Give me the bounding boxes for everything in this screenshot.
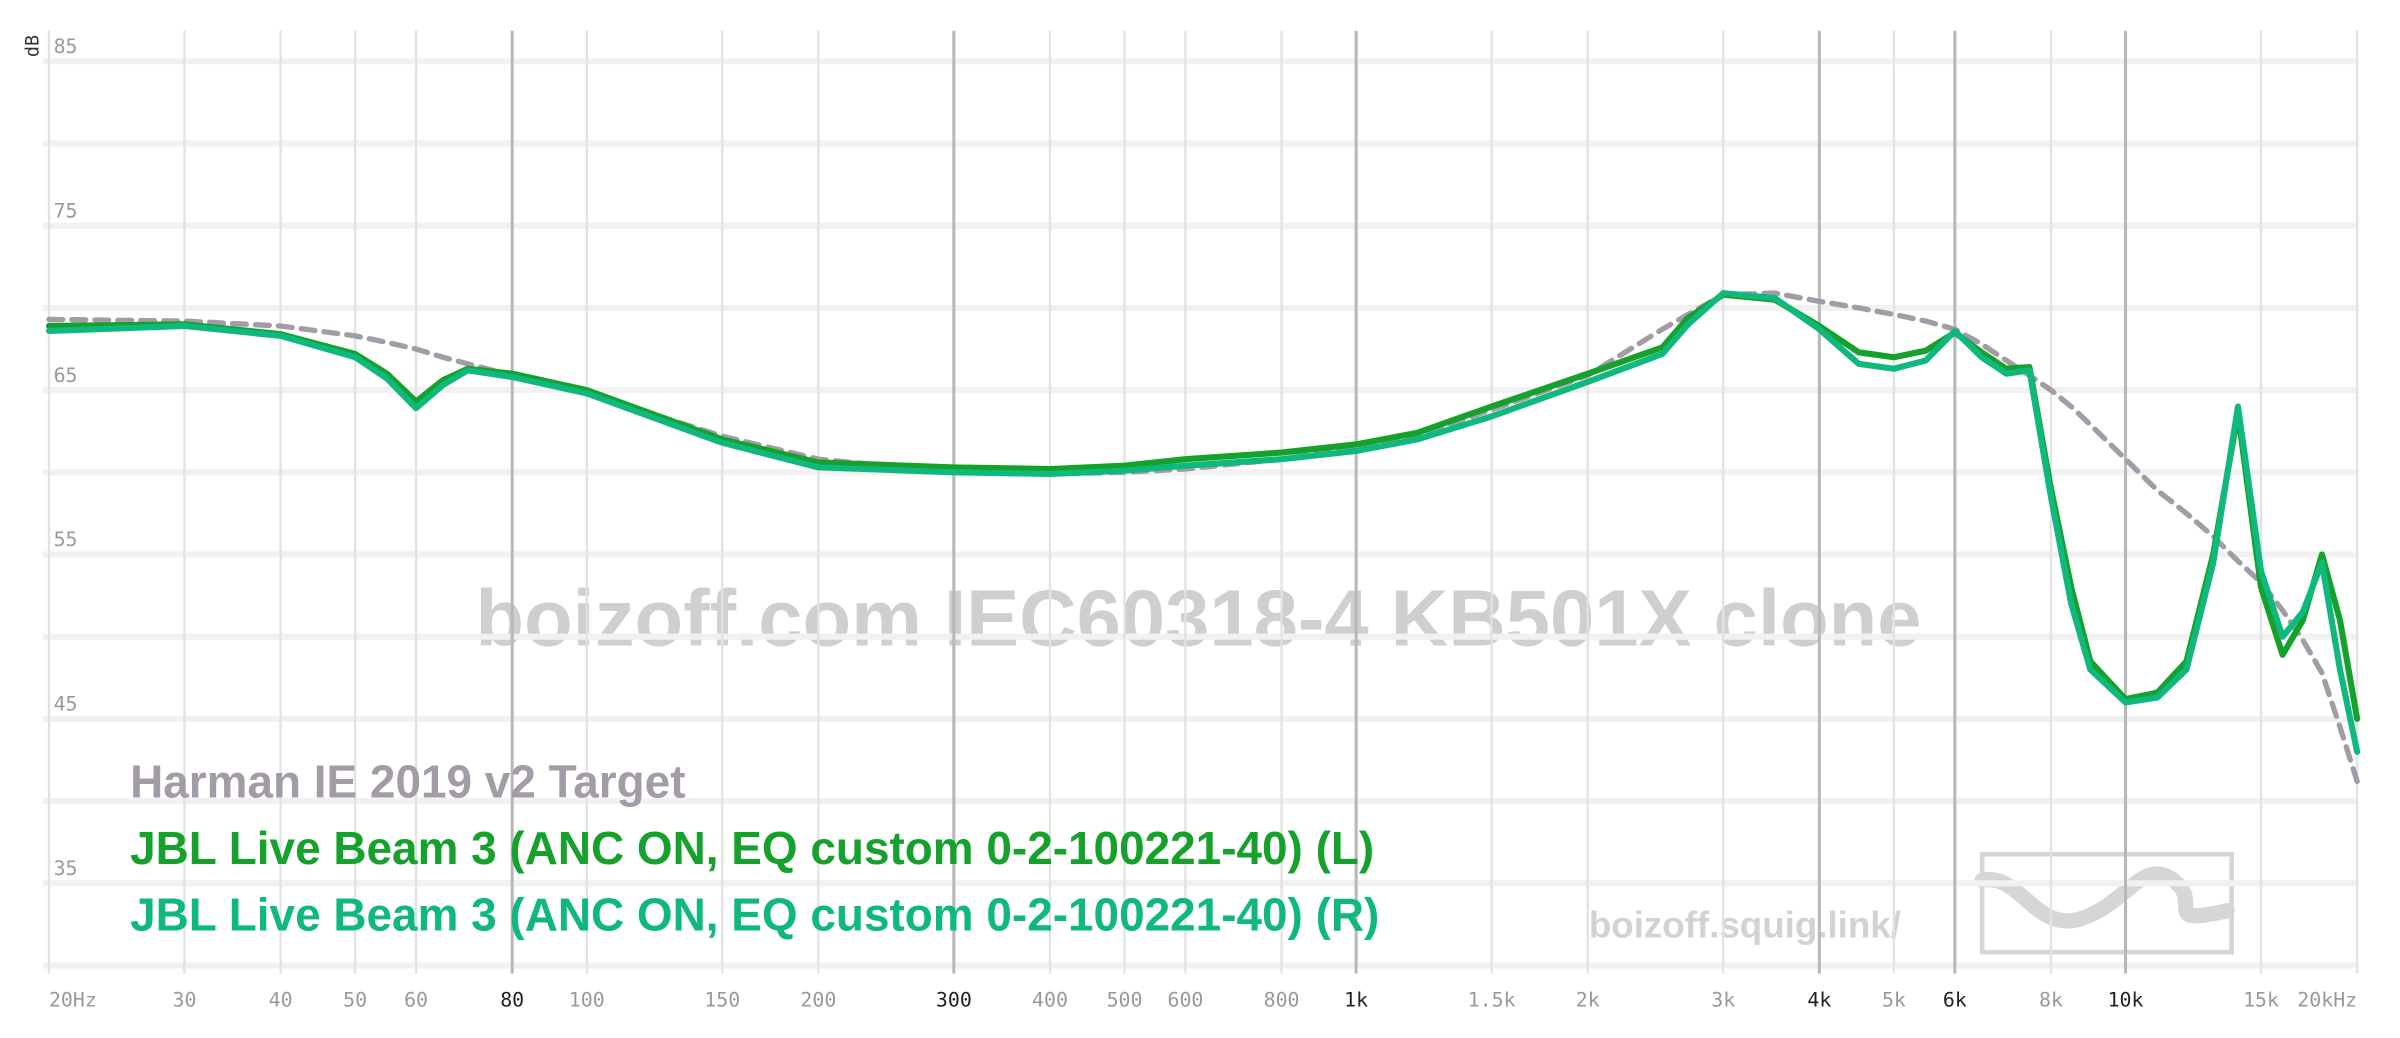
x-tick-label: 2k [1576,989,1600,1012]
x-tick-label: 6k [1943,989,1967,1012]
x-tick-label: 20kHz [2297,989,2357,1012]
x-tick-label: 500 [1107,989,1143,1012]
y-tick-label: 85 [54,35,78,58]
y-tick-label: 75 [54,199,78,222]
x-tick-label: 40 [269,989,293,1012]
x-tick-label: 5k [1882,989,1906,1012]
legend-entry: JBL Live Beam 3 (ANC ON, EQ custom 0-2-1… [130,889,1379,941]
x-tick-label: 100 [569,989,605,1012]
x-tick-label: 50 [343,989,367,1012]
x-tick-label: 800 [1264,989,1300,1012]
x-tick-label: 1k [1344,989,1368,1012]
x-tick-label: 3k [1711,989,1735,1012]
x-tick-label: 15k [2243,989,2279,1012]
logo [1974,851,2235,955]
y-tick-label: 35 [54,857,78,880]
y-tick-label: 65 [54,364,78,387]
site-label: boizoff.squig.link/ [1589,904,1901,945]
watermark: boizoff.com IEC60318-4 KB501X clone [475,574,1921,663]
legend-entry: JBL Live Beam 3 (ANC ON, EQ custom 0-2-1… [130,822,1374,874]
x-tick-label: 8k [2039,989,2063,1012]
x-tick-label: 150 [704,989,740,1012]
x-tick-label: 400 [1032,989,1068,1012]
x-tick-label: 4k [1807,989,1831,1012]
legend-entry: Harman IE 2019 v2 Target [130,755,685,807]
x-tick-label: 60 [404,989,428,1012]
y-axis-label: dB [23,35,44,57]
x-tick-label: 200 [800,989,836,1012]
y-tick-label: 55 [54,528,78,551]
series-line [45,290,2361,755]
x-tick-label: 300 [936,989,972,1012]
x-tick-label: 80 [500,989,524,1012]
x-tick-label: 30 [172,989,196,1012]
y-tick-label: 45 [54,693,78,716]
x-tick-label: 20Hz [49,989,97,1012]
x-tick-label: 10k [2108,989,2144,1012]
x-tick-label: 600 [1168,989,1204,1012]
x-tick-label: 1.5k [1468,989,1516,1012]
